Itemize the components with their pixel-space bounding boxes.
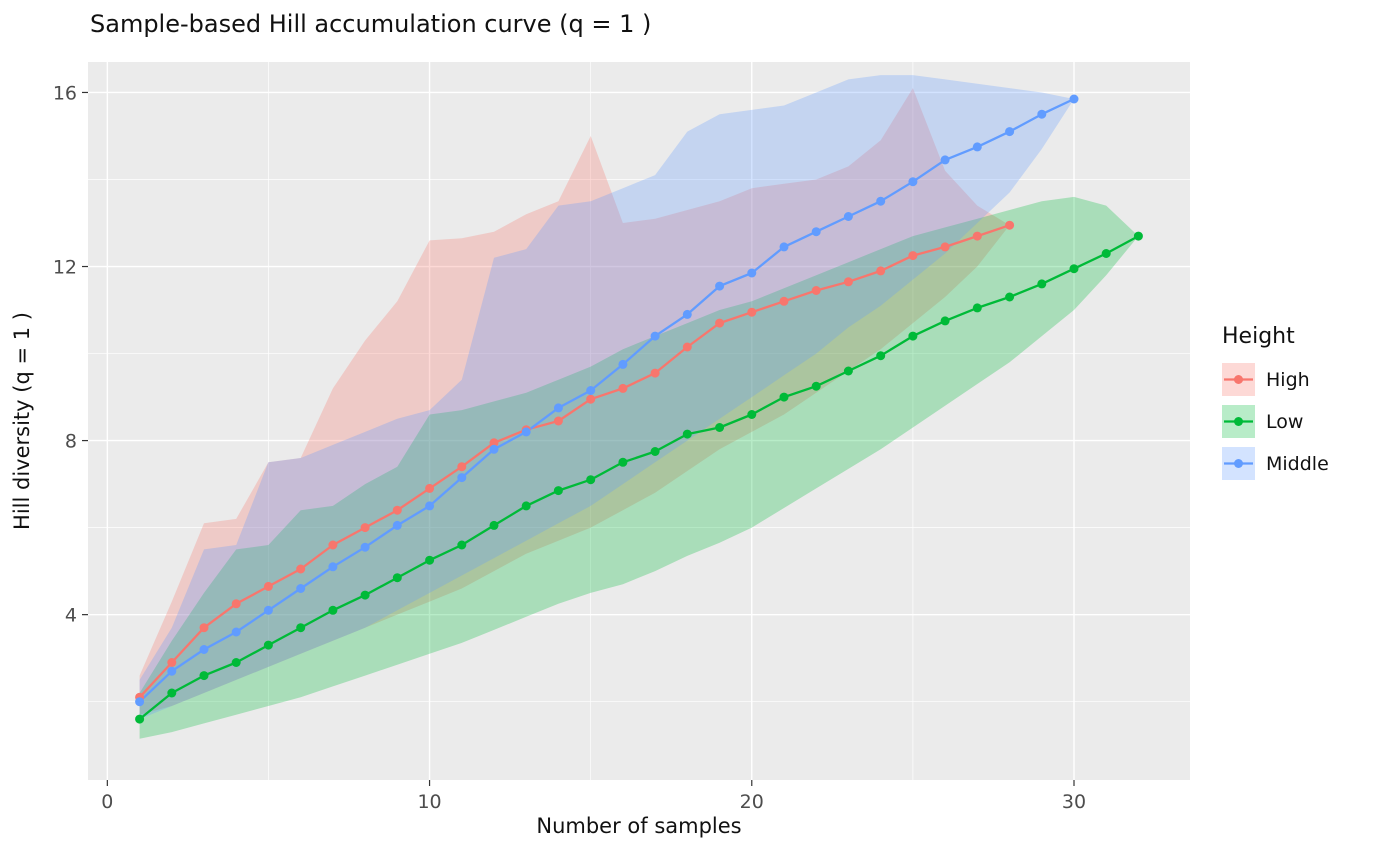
legend-label-high: High — [1266, 368, 1310, 391]
legend: Height High Low Middle — [1222, 324, 1329, 489]
x-tick-label: 0 — [101, 791, 113, 813]
y-axis-title: Hill diversity (q = 1 ) — [10, 312, 34, 530]
legend-key-high-icon — [1222, 363, 1255, 396]
legend-key-middle-icon — [1222, 447, 1255, 480]
x-tick-label: 10 — [417, 791, 441, 813]
legend-item-high: High — [1222, 363, 1329, 396]
legend-item-low: Low — [1222, 405, 1329, 438]
legend-title: Height — [1222, 324, 1295, 349]
panel-background — [88, 62, 1190, 780]
legend-key-low-icon — [1222, 405, 1255, 438]
line-high — [138, 224, 1010, 699]
points-low — [135, 231, 1143, 724]
ribbon-high — [139, 88, 1010, 715]
points-middle — [135, 94, 1079, 707]
x-tick-label: 20 — [740, 791, 764, 813]
legend-items: High Low Middle — [1222, 363, 1329, 480]
ribbon-low — [139, 196, 1139, 739]
y-tick-label: 16 — [53, 82, 77, 104]
axes: 0 10 20 30 4 8 12 16 — [53, 82, 1086, 813]
chart-title: Sample-based Hill accumulation curve (q … — [90, 10, 652, 38]
y-tick-label: 8 — [65, 431, 77, 453]
legend-item-middle: Middle — [1222, 447, 1329, 480]
ribbon-middle — [139, 75, 1075, 720]
points-high — [135, 220, 1015, 702]
x-axis-title: Number of samples — [536, 814, 742, 838]
y-tick-label: 4 — [65, 605, 77, 627]
y-tick-label: 12 — [53, 257, 77, 279]
x-tick-label: 30 — [1062, 791, 1086, 813]
line-low — [138, 235, 1139, 720]
line-middle — [138, 97, 1075, 703]
legend-label-middle: Middle — [1266, 452, 1329, 475]
geoms — [135, 75, 1143, 739]
legend-label-low: Low — [1266, 410, 1304, 433]
